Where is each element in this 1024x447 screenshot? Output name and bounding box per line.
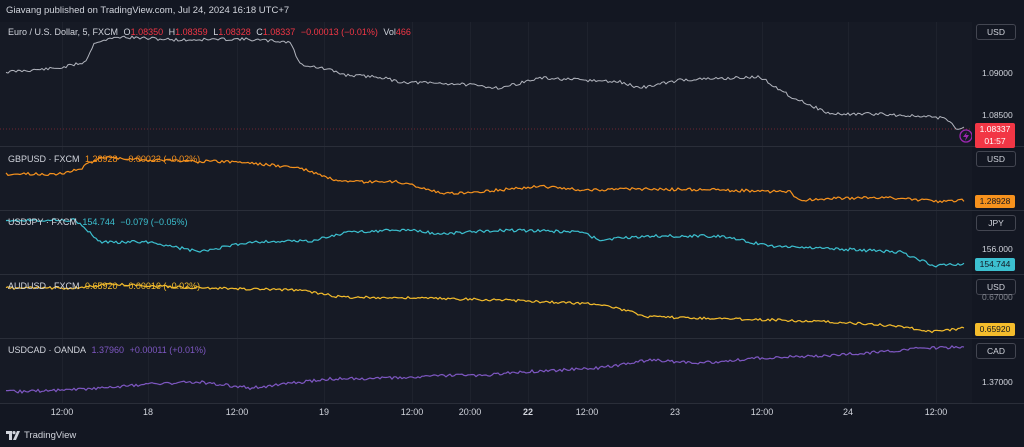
countdown-label: 01:57: [975, 135, 1015, 148]
publish-header: Giavang published on TradingView.com, Ju…: [0, 0, 1024, 22]
grid-line: [675, 22, 676, 403]
grid-line: [762, 22, 763, 403]
time-label: 12:00: [924, 407, 948, 417]
time-label: 22: [522, 407, 534, 417]
overlay-change: −0.00016 (−0.02%): [123, 281, 201, 291]
price-lines: [0, 35, 972, 394]
usdcad-line: [6, 345, 965, 394]
time-label: 24: [842, 407, 854, 417]
last-price-label: 0.65920: [975, 323, 1015, 336]
usdjpy-line: [5, 217, 965, 268]
usdcad-legend[interactable]: USDCAD · OANDA 1.37960 +0.00011 (+0.01%): [8, 345, 209, 355]
grid-line: [237, 22, 238, 403]
eurusd-line: [5, 35, 965, 130]
price-tick: 156.000: [982, 244, 1013, 254]
pane-separator[interactable]: [0, 210, 1024, 211]
overlay-change: +0.00011 (+0.01%): [129, 345, 206, 355]
close-value: 1.08337: [262, 27, 296, 37]
pane-separator[interactable]: [0, 274, 1024, 275]
last-price-label: 1.08337: [975, 123, 1015, 136]
currency-button[interactable]: JPY: [976, 215, 1016, 231]
audusd-legend[interactable]: AUDUSD · FXCM 0.65920 −0.00016 (−0.02%): [8, 281, 203, 291]
time-label: 12:00: [750, 407, 774, 417]
volume-label: Vol: [383, 27, 396, 37]
grid-line: [324, 22, 325, 403]
price-scale[interactable]: [972, 22, 1024, 403]
time-label: 12:00: [50, 407, 74, 417]
grid-line: [528, 22, 529, 403]
overlay-price: 154.744: [82, 217, 115, 227]
chart-area[interactable]: [0, 22, 972, 403]
time-label: 23: [669, 407, 681, 417]
volume-value: 466: [395, 27, 411, 37]
time-label: 12:00: [575, 407, 599, 417]
pane-separator: [0, 403, 1024, 404]
brand-name: TradingView: [24, 430, 77, 441]
tradingview-logo[interactable]: TradingView: [6, 430, 76, 441]
currency-button[interactable]: USD: [976, 279, 1016, 295]
last-price-label: 1.28928: [975, 195, 1015, 208]
currency-button[interactable]: CAD: [976, 343, 1016, 359]
overlay-price: 0.65920: [85, 281, 118, 291]
audusd-line: [5, 282, 965, 334]
time-label: 12:00: [225, 407, 249, 417]
time-label: 12:00: [400, 407, 424, 417]
gbpusd-legend[interactable]: GBPUSD · FXCM 1.28928 −0.00022 (−0.02%): [8, 154, 203, 164]
price-tick: 0.67000: [982, 292, 1013, 302]
overlay-change: −0.079 (−0.05%): [120, 217, 188, 227]
overlay-symbol: USDCAD · OANDA: [8, 345, 87, 355]
overlay-change: −0.00022 (−0.02%): [123, 154, 201, 164]
tradingview-icon: [6, 431, 20, 440]
grid-line: [62, 22, 63, 403]
symbol-title: Euro / U.S. Dollar, 5, FXCM: [8, 27, 119, 37]
high-label: H: [168, 27, 176, 37]
pane-separator[interactable]: [0, 338, 1024, 339]
grid-line: [936, 22, 937, 403]
lightning-bolt: [963, 132, 969, 141]
lightning-icon: [959, 129, 972, 143]
open-label: O: [123, 27, 131, 37]
time-label: 20:00: [458, 407, 482, 417]
overlay-price: 1.37960: [91, 345, 125, 355]
currency-button[interactable]: USD: [976, 24, 1016, 40]
time-label: 18: [142, 407, 154, 417]
overlay-price: 1.28928: [85, 154, 118, 164]
currency-button[interactable]: USD: [976, 151, 1016, 167]
grid-line: [587, 22, 588, 403]
price-tick: 1.37000: [982, 377, 1013, 387]
footer: [0, 425, 1024, 447]
grid-line: [412, 22, 413, 403]
overlay-symbol: GBPUSD · FXCM: [8, 154, 80, 164]
time-label: 19: [318, 407, 330, 417]
price-tick: 1.08500: [982, 110, 1013, 120]
publish-info: Giavang published on TradingView.com, Ju…: [6, 5, 290, 16]
usdjpy-legend[interactable]: USDJPY · FXCM 154.744 −0.079 (−0.05%): [8, 217, 190, 227]
price-tick: 1.09000: [982, 68, 1013, 78]
open-value: 1.08350: [130, 27, 164, 37]
low-value: 1.08328: [218, 27, 251, 37]
overlay-symbol: AUDUSD · FXCM: [8, 281, 80, 291]
pane-separator[interactable]: [0, 146, 1024, 147]
low-label: L: [213, 27, 219, 37]
main-legend[interactable]: Euro / U.S. Dollar, 5, FXCM O1.08350 H1.…: [8, 27, 414, 37]
grid-line: [148, 22, 149, 403]
gbpusd-line: [5, 155, 965, 204]
grid-line: [848, 22, 849, 403]
grid-line: [470, 22, 471, 403]
change-value: −0.00013 (−0.01%): [300, 27, 378, 37]
close-label: C: [256, 27, 263, 37]
overlay-symbol: USDJPY · FXCM: [8, 217, 77, 227]
high-value: 1.08359: [175, 27, 208, 37]
last-price-label: 154.744: [975, 258, 1015, 271]
